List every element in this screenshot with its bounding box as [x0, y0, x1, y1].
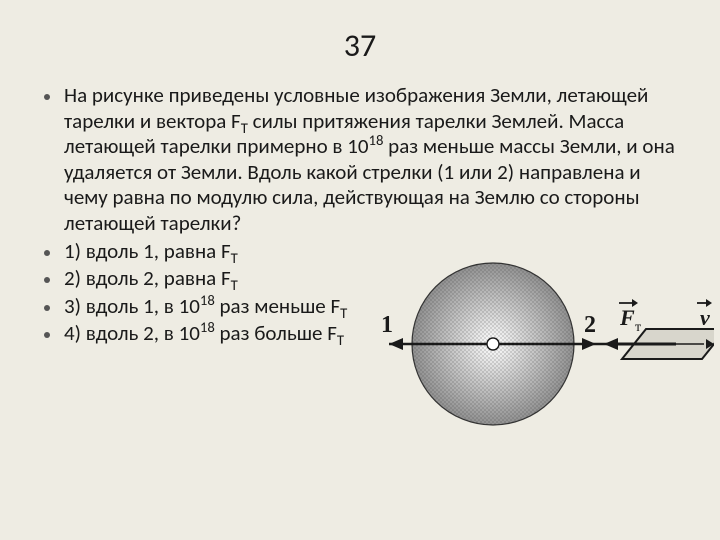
svg-text:1: 1 — [381, 312, 393, 338]
svg-text:F: F — [619, 305, 635, 330]
slide-root: 37 На рисунке приведены условные изображ… — [0, 0, 720, 540]
question-text: На рисунке приведены условные изображени… — [62, 83, 684, 237]
physics-figure: 1 2Fт v — [374, 239, 714, 449]
svg-text:v: v — [700, 305, 710, 330]
answer-option: 3) вдоль 1, в 1018 раз меньше FT — [62, 294, 362, 320]
question-list: На рисунке приведены условные изображени… — [36, 83, 684, 237]
svg-text:2: 2 — [584, 312, 596, 338]
figure-svg: 1 2Fт v — [374, 239, 714, 439]
answer-option: 1) вдоль 1, равна FT — [62, 239, 362, 265]
answer-option: 4) вдоль 2, в 1018 раз больше FT — [62, 321, 362, 347]
answer-option: 2) вдоль 2, равна FT — [62, 266, 362, 292]
answer-list: 1) вдоль 1, равна FT 2) вдоль 2, равна F… — [36, 239, 362, 349]
slide-title: 37 — [36, 26, 684, 65]
svg-text:т: т — [635, 320, 641, 335]
content-row: 1) вдоль 1, равна FT 2) вдоль 2, равна F… — [36, 239, 684, 449]
